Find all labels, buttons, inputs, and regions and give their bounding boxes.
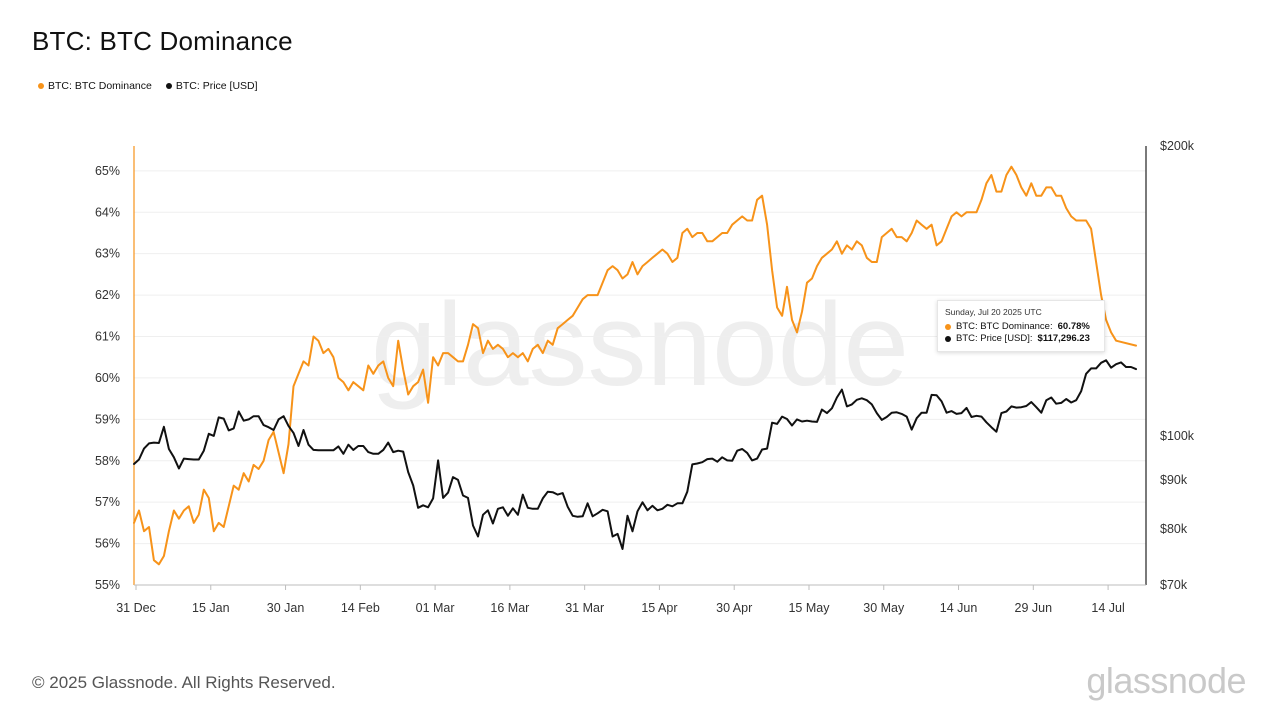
glassnode-logo[interactable]: glassnode (1086, 660, 1246, 701)
tooltip-dominance-value: 60.78% (1057, 321, 1090, 332)
tooltip-row-dominance: BTC: BTC Dominance: 60.78% (945, 321, 1090, 332)
y-tick-label: 61% (95, 330, 120, 344)
y-tick-label: 65% (95, 164, 120, 178)
x-tick-label: 14 Feb (341, 601, 380, 615)
x-tick-label: 29 Jun (1015, 601, 1053, 615)
y2-tick-label: $90k (1160, 473, 1188, 487)
series-line-dominance (133, 165, 1137, 566)
tooltip: Sunday, Jul 20 2025 UTC BTC: BTC Dominan… (937, 300, 1105, 352)
y-tick-label: 59% (95, 412, 120, 426)
x-axis: 31 Dec 15 Jan 30 Jan 14 Feb 01 Mar 16 Mar 31 M… (116, 584, 1146, 615)
x-tick-label: 14 Jun (940, 601, 978, 615)
y-tick-label: 57% (95, 495, 120, 509)
x-tick-label: 14 Jul (1091, 601, 1124, 615)
right-axis: $70k $80k $90k $100k $200k (1145, 139, 1195, 592)
y2-tick-label: $80k (1160, 522, 1188, 536)
y-tick-label: 60% (95, 371, 120, 385)
copyright-text: © 2025 Glassnode. All Rights Reserved. (32, 673, 336, 692)
tooltip-dominance-label: BTC: BTC Dominance: (956, 321, 1053, 332)
x-tick-label: 30 May (863, 601, 905, 615)
x-tick-label: 15 Jan (192, 601, 230, 615)
tooltip-row-price: BTC: Price [USD]: $117,296.23 (945, 333, 1090, 344)
tooltip-price-label: BTC: Price [USD]: (956, 333, 1033, 344)
y-tick-label: 63% (95, 247, 120, 261)
y-tick-label: 58% (95, 454, 120, 468)
y2-tick-label: $70k (1160, 578, 1188, 592)
x-tick-label: 30 Jan (267, 601, 305, 615)
watermark: glassnode (371, 279, 909, 411)
legend-dot-price (165, 83, 172, 89)
series-layer (133, 165, 1137, 566)
legend-item-price[interactable]: BTC: Price [USD] (165, 80, 258, 92)
y2-tick-label: $200k (1160, 139, 1195, 153)
x-tick-label: 31 Mar (565, 601, 604, 615)
legend-item-dominance[interactable]: BTC: BTC Dominance (38, 80, 152, 92)
x-tick-label: 31 Dec (116, 601, 156, 615)
legend-label-dominance: BTC: BTC Dominance (48, 80, 152, 92)
legend: BTC: BTC Dominance BTC: Price [USD] (38, 80, 258, 92)
y-tick-label: 56% (95, 537, 120, 551)
x-tick-label: 15 May (788, 601, 830, 615)
tooltip-date: Sunday, Jul 20 2025 UTC (945, 307, 1042, 317)
legend-label-price: BTC: Price [USD] (175, 80, 258, 92)
tooltip-dot-price (945, 335, 951, 342)
left-axis: 55% 56% 57% 58% 59% 60% 61% 62% 63% 64% 65% (95, 146, 135, 592)
chart-title: BTC: BTC Dominance (32, 26, 293, 56)
legend-dot-dominance (38, 83, 44, 89)
y-tick-label: 64% (95, 205, 120, 219)
tooltip-price-value: $117,296.23 (1037, 333, 1090, 344)
y2-tick-label: $100k (1160, 429, 1195, 443)
x-tick-label: 15 Apr (641, 601, 677, 615)
x-tick-label: 01 Mar (416, 601, 455, 615)
y-tick-label: 62% (95, 288, 120, 302)
tooltip-dot-dominance (945, 323, 951, 330)
x-tick-label: 16 Mar (490, 601, 529, 615)
y-tick-label: 55% (95, 578, 120, 592)
grid (134, 170, 1146, 586)
series-line-price (133, 359, 1137, 550)
x-tick-label: 30 Apr (716, 601, 752, 615)
